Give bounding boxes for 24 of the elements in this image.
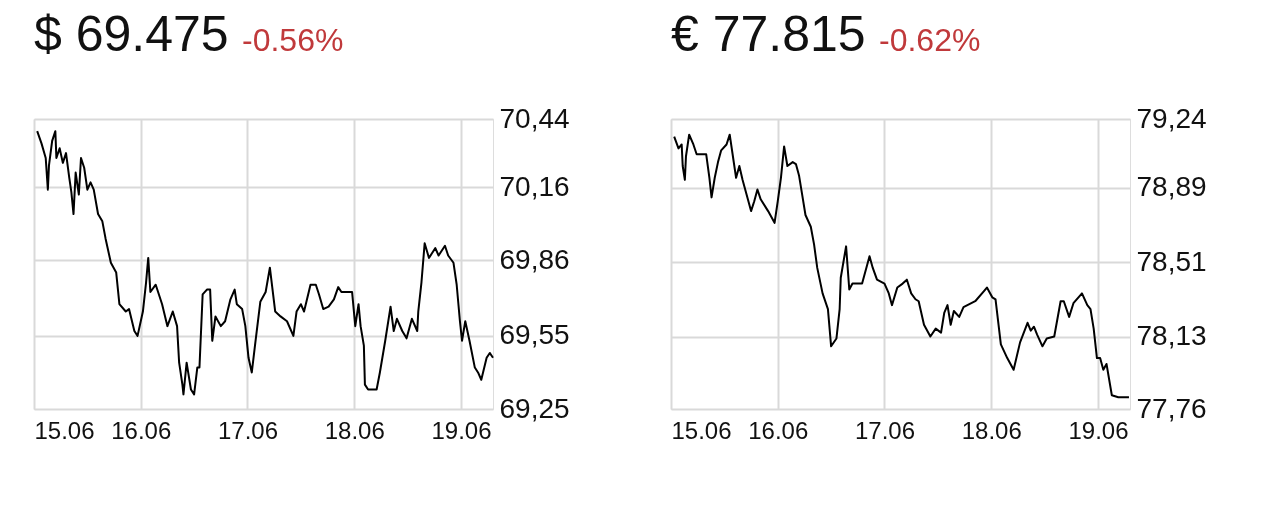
x-tick-label: 19.06 (431, 416, 492, 444)
y-tick-label: 69,25 (499, 392, 570, 424)
chart-title: € 77.815 (671, 6, 866, 62)
x-tick-label: 18.06 (324, 416, 385, 444)
y-tick-label: 78,89 (1136, 171, 1207, 203)
chart-title: $ 69.475 (34, 6, 229, 62)
x-tick-label: 15.06 (671, 416, 732, 444)
x-tick-label: 16.06 (748, 416, 809, 444)
x-tick-label: 17.06 (854, 416, 916, 444)
x-tick-label: 16.06 (111, 416, 172, 444)
x-tick-label: 18.06 (961, 416, 1022, 444)
y-tick-label: 78,13 (1136, 320, 1207, 351)
y-tick-label: 77,76 (1136, 392, 1207, 424)
chart-subtitle: -0.62% (879, 22, 981, 58)
y-tick-label: 69,55 (499, 319, 570, 351)
y-tick-label: 70,44 (499, 102, 570, 134)
y-tick-label: 70,16 (499, 170, 570, 202)
chart-subtitle: -0.56% (242, 22, 344, 58)
x-tick-label: 15.06 (34, 416, 95, 444)
x-tick-label: 17.06 (217, 416, 279, 444)
x-tick-label: 19.06 (1068, 416, 1129, 444)
y-tick-label: 69,86 (499, 243, 570, 275)
y-tick-label: 78,51 (1136, 245, 1207, 277)
y-tick-label: 79,24 (1136, 102, 1207, 134)
